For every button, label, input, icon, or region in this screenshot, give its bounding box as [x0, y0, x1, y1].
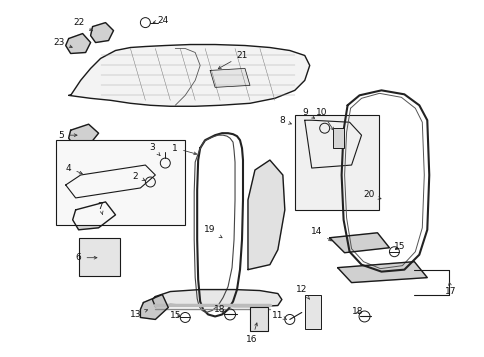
Polygon shape — [337, 262, 426, 283]
Polygon shape — [140, 295, 168, 320]
Bar — [56, 140, 185, 225]
Text: 11: 11 — [272, 311, 286, 320]
Text: 4: 4 — [66, 164, 82, 174]
Text: 22: 22 — [73, 18, 92, 31]
Bar — [78, 238, 120, 276]
Text: 20: 20 — [363, 190, 380, 200]
Text: 10: 10 — [315, 108, 333, 130]
Text: 6: 6 — [76, 253, 97, 262]
Text: 17: 17 — [444, 282, 456, 296]
Text: 3: 3 — [149, 143, 160, 156]
Polygon shape — [247, 160, 284, 270]
Polygon shape — [91, 22, 113, 42]
Text: 8: 8 — [278, 116, 291, 125]
Text: 12: 12 — [295, 285, 309, 299]
Text: 13: 13 — [129, 310, 147, 319]
Text: 16: 16 — [246, 323, 257, 344]
Bar — [332, 128, 343, 148]
Polygon shape — [152, 290, 281, 307]
Text: 24: 24 — [153, 16, 168, 25]
Polygon shape — [65, 34, 91, 54]
Text: 5: 5 — [58, 131, 77, 140]
Polygon shape — [304, 120, 361, 168]
Text: 15: 15 — [169, 311, 181, 320]
Text: 15: 15 — [393, 242, 404, 251]
Text: 18: 18 — [214, 305, 226, 314]
Polygon shape — [69, 45, 309, 106]
Text: 18: 18 — [351, 307, 363, 316]
Bar — [294, 115, 378, 210]
Polygon shape — [69, 124, 98, 145]
Bar — [249, 307, 267, 331]
Polygon shape — [210, 69, 249, 87]
Text: 19: 19 — [204, 225, 222, 238]
Text: 2: 2 — [132, 171, 145, 181]
Text: 9: 9 — [301, 108, 314, 118]
Text: 23: 23 — [53, 38, 72, 48]
Text: 7: 7 — [97, 202, 103, 214]
Text: 14: 14 — [310, 227, 331, 241]
Text: 21: 21 — [218, 51, 247, 69]
Bar — [304, 295, 320, 330]
Text: 1: 1 — [172, 144, 197, 155]
Polygon shape — [73, 202, 115, 230]
Polygon shape — [65, 165, 155, 198]
Polygon shape — [329, 233, 389, 253]
